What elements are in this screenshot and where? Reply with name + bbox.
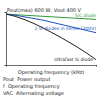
svg-text:f Operating frequency: f Operating frequency: [3, 83, 60, 90]
svg-text:SiC diode: SiC diode: [75, 13, 96, 18]
svg-text:2 Si diodes in series (300V): 2 Si diodes in series (300V): [34, 26, 96, 32]
svg-text:Pout Power output: Pout Power output: [3, 76, 50, 83]
svg-text:VAC Alternating voltage: VAC Alternating voltage: [3, 90, 64, 97]
svg-text:Operating frequency (kHz): Operating frequency (kHz): [18, 69, 84, 76]
svg-text:Ultrafast Si diode: Ultrafast Si diode: [54, 57, 93, 62]
svg-text:Pout(max) 600 W, Vout 400 V: Pout(max) 600 W, Vout 400 V: [7, 7, 82, 13]
